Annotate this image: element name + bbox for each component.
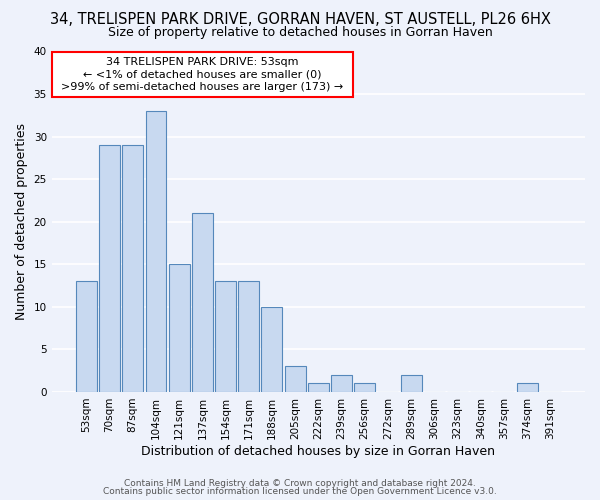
Text: ← <1% of detached houses are smaller (0): ← <1% of detached houses are smaller (0) [83,70,322,80]
Bar [354,384,375,392]
Y-axis label: Number of detached properties: Number of detached properties [15,123,28,320]
Bar [331,375,352,392]
Bar [146,111,166,392]
Bar [517,384,538,392]
Bar [169,264,190,392]
Bar [401,375,422,392]
Bar [284,366,305,392]
Bar [215,282,236,392]
Text: Contains HM Land Registry data © Crown copyright and database right 2024.: Contains HM Land Registry data © Crown c… [124,478,476,488]
Text: >99% of semi-detached houses are larger (173) →: >99% of semi-detached houses are larger … [61,82,343,92]
FancyBboxPatch shape [52,52,353,98]
Bar [192,213,213,392]
Text: Contains public sector information licensed under the Open Government Licence v3: Contains public sector information licen… [103,487,497,496]
Bar [99,145,120,392]
Text: Size of property relative to detached houses in Gorran Haven: Size of property relative to detached ho… [107,26,493,39]
Bar [76,282,97,392]
Bar [122,145,143,392]
Bar [262,307,283,392]
Bar [238,282,259,392]
Text: 34 TRELISPEN PARK DRIVE: 53sqm: 34 TRELISPEN PARK DRIVE: 53sqm [106,56,299,66]
X-axis label: Distribution of detached houses by size in Gorran Haven: Distribution of detached houses by size … [142,444,496,458]
Bar [308,384,329,392]
Text: 34, TRELISPEN PARK DRIVE, GORRAN HAVEN, ST AUSTELL, PL26 6HX: 34, TRELISPEN PARK DRIVE, GORRAN HAVEN, … [50,12,550,28]
